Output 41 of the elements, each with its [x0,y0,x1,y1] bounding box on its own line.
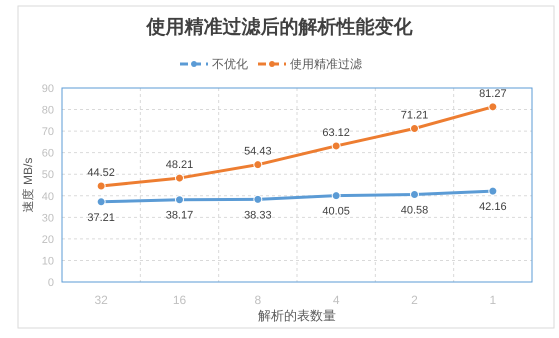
point [488,102,498,112]
point [253,194,262,204]
data-label: 44.52 [87,167,115,180]
data-label: 40.58 [400,204,428,217]
point [175,195,184,204]
point [175,174,184,183]
data-label: 81.27 [479,88,507,100]
point [96,197,106,206]
y-tick-label: 50 [42,169,54,182]
data-label: 42.16 [479,201,507,214]
data-label: 38.33 [244,209,272,222]
data-label: 71.21 [400,110,428,122]
point [488,186,498,196]
x-tick-label: 1 [489,293,496,307]
legend-label: 使用精准过滤 [290,57,362,71]
x-tick-label: 2 [411,293,418,307]
y-tick-label: 30 [42,212,54,224]
chart-title: 使用精准过滤后的解析性能变化 [146,16,414,38]
y-tick-label: 20 [42,234,54,246]
data-label: 38.17 [166,210,194,222]
x-axis-title: 解析的表数量 [258,308,336,323]
data-label: 40.05 [322,206,350,218]
y-tick-label: 90 [42,83,54,95]
point [253,160,262,170]
y-tick-label: 70 [42,126,54,138]
data-label: 63.12 [322,126,350,139]
y-tick-label: 0 [48,277,54,289]
data-label: 54.43 [244,146,272,158]
data-label: 48.21 [166,159,194,172]
x-tick-label: 8 [254,293,262,307]
point [332,191,341,200]
x-tick-label: 32 [94,293,108,307]
x-tick-label: 4 [332,293,340,307]
y-tick-label: 80 [42,104,54,117]
y-tick-label: 40 [42,190,54,203]
y-tick-label: 60 [42,148,54,160]
y-axis-title: 速度 MB/s [21,158,35,212]
x-tick-label: 16 [172,293,186,307]
legend-label: 不优化 [212,57,248,71]
y-tick-label: 10 [42,255,54,268]
data-label: 37.21 [87,212,115,224]
